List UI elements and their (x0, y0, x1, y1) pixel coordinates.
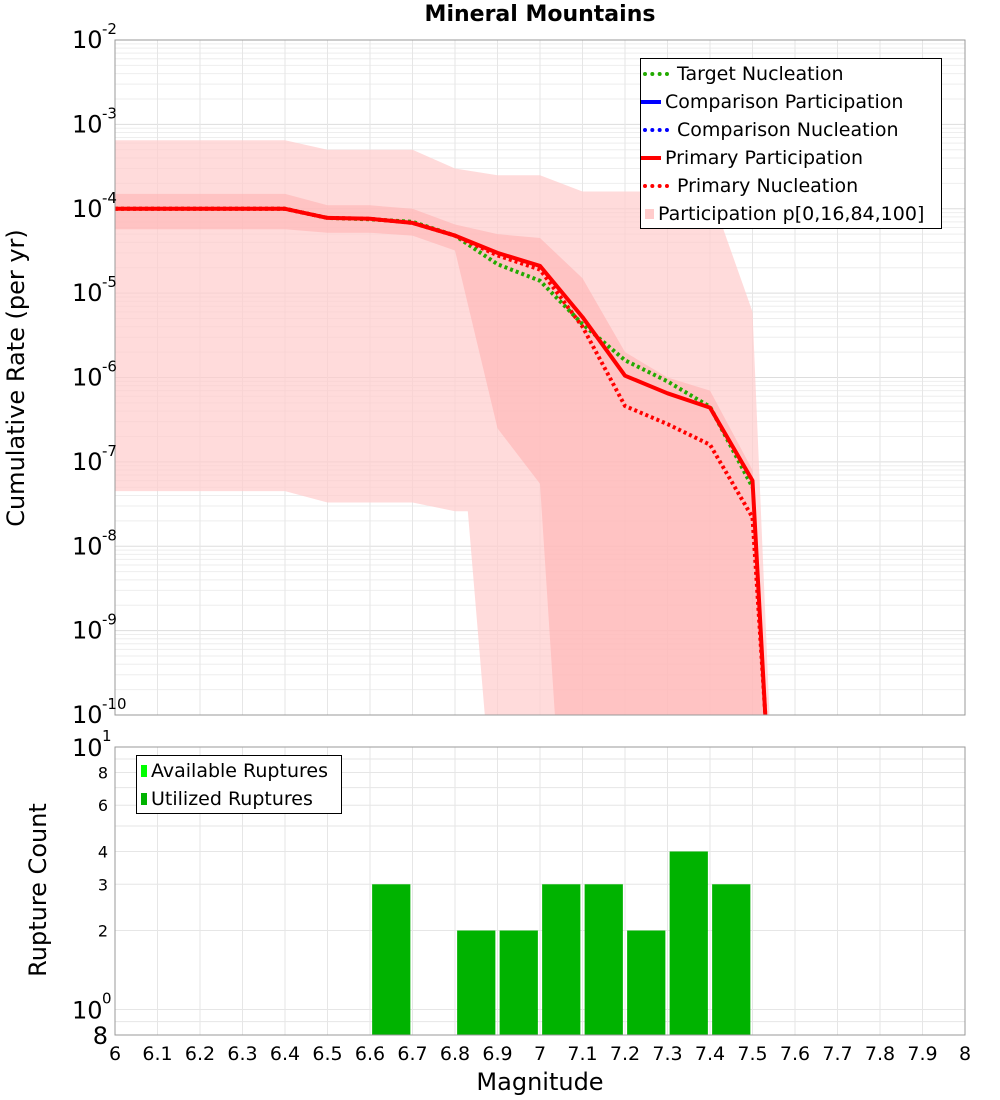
x-tick-label: 7.8 (865, 1043, 895, 1065)
x-axis-label: Magnitude (476, 1068, 604, 1096)
x-tick-label: 6.9 (482, 1043, 512, 1065)
x-tick-label: 8 (959, 1043, 971, 1065)
y-tick-exponent: -3 (102, 104, 117, 122)
x-tick-label: 7.5 (737, 1043, 767, 1065)
x-tick-label: 7.7 (822, 1043, 852, 1065)
available-swatch (141, 765, 147, 777)
x-tick-label: 6.2 (185, 1043, 215, 1065)
legend-item: Primary Nucleation (641, 172, 941, 200)
rupture-bar (499, 930, 538, 1035)
bottom-plot-frame (114, 746, 966, 1036)
y-tick-exponent: -10 (102, 695, 127, 713)
y-tick-exponent: -7 (102, 442, 117, 460)
x-tick-label: 7.6 (780, 1043, 810, 1065)
series-line-primary-participation (115, 206, 768, 715)
x-tick-label: 7.2 (610, 1043, 640, 1065)
y-tick-label: 10 (72, 532, 103, 560)
x-ticks: 6 6.1 6.2 6.3 6.4 6.5 6.6 6.7 6.8 6.9 7 7.1 7.2 7.3 7.… (109, 1043, 971, 1065)
y-tick-label: 6 (98, 796, 108, 815)
y-tick-label: 10 (72, 279, 103, 307)
x-tick-label: 6.8 (440, 1043, 470, 1065)
rupture-bar (457, 930, 496, 1035)
rupture-bars (372, 851, 751, 1035)
x-tick-label: 6.7 (397, 1043, 427, 1065)
y-tick-label: 2 (98, 922, 108, 941)
y-tick-label: 10 (72, 734, 103, 762)
y-tick-exponent: -8 (102, 526, 117, 544)
y-tick-label: 10 (72, 617, 103, 645)
x-tick-label: 7.4 (695, 1043, 725, 1065)
legend-item: Available Ruptures (137, 757, 341, 785)
x-tick-label: 7.9 (907, 1043, 937, 1065)
inner-percentile-band (115, 193, 766, 715)
solid-blue-swatch (641, 100, 661, 104)
top-y-ticks: 10-210-310-410-510-610-710-810-910-10 (72, 20, 127, 729)
y-tick-exponent: -6 (102, 358, 117, 376)
legend-item: Primary Participation (641, 144, 941, 172)
y-tick-exponent: -2 (102, 20, 117, 38)
legend-item: Utilized Ruptures (137, 785, 341, 813)
chart-title: Mineral Mountains (424, 2, 656, 27)
y-tick-label: 10 (72, 364, 103, 392)
y-tick-label: 8 (93, 1022, 108, 1050)
x-tick-label: 7.3 (652, 1043, 682, 1065)
rupture-bar (584, 884, 623, 1035)
rupture-bar (542, 884, 581, 1035)
rupture-bar (712, 884, 751, 1035)
solid-red-swatch (641, 156, 661, 160)
x-tick-label: 6.1 (142, 1043, 172, 1065)
dotted-green-swatch (643, 72, 669, 76)
legend-item: Target Nucleation (641, 60, 941, 88)
x-tick-label: 7.1 (567, 1043, 597, 1065)
y-tick-exponent: 0 (102, 990, 112, 1008)
top-plot-frame (114, 39, 966, 716)
participation-bands (115, 140, 770, 715)
rupture-bar (669, 851, 708, 1035)
y-tick-label: 3 (98, 875, 108, 894)
y-tick-label: 10 (72, 195, 103, 223)
y-tick-label: 10 (72, 110, 103, 138)
y-tick-label: 10 (72, 997, 103, 1025)
y-tick-exponent: -5 (102, 273, 117, 291)
rupture-bar (372, 884, 411, 1035)
legend-item: Participation p[0,16,84,100] (641, 200, 941, 228)
legend-item: Comparison Participation (641, 88, 941, 116)
x-tick-label: 6.4 (270, 1043, 300, 1065)
x-tick-label: 6.5 (312, 1043, 342, 1065)
rupture-bar (627, 930, 666, 1035)
x-tick-label: 6.3 (227, 1043, 257, 1065)
bottom-legend: Available Ruptures Utilized Ruptures (136, 755, 342, 814)
legend-item: Comparison Nucleation (641, 116, 941, 144)
y-tick-exponent: 1 (102, 727, 112, 745)
y-tick-label: 10 (72, 448, 103, 476)
y-tick-exponent: -9 (102, 611, 117, 629)
rate-lines (115, 206, 768, 715)
utilized-swatch (141, 793, 147, 805)
y-tick-label: 4 (98, 842, 108, 861)
x-tick-label: 7 (534, 1043, 546, 1065)
band-swatch (645, 209, 654, 219)
y-tick-label: 10 (72, 701, 103, 729)
top-legend: Target Nucleation Comparison Participati… (640, 58, 942, 229)
y-tick-label: 8 (98, 763, 108, 782)
dotted-blue-swatch (643, 128, 669, 132)
y-tick-exponent: -4 (102, 189, 117, 207)
y-tick-label: 10 (72, 26, 103, 54)
x-tick-label: 6 (109, 1043, 121, 1065)
x-tick-label: 6.6 (355, 1043, 385, 1065)
dotted-red-swatch (643, 184, 669, 188)
